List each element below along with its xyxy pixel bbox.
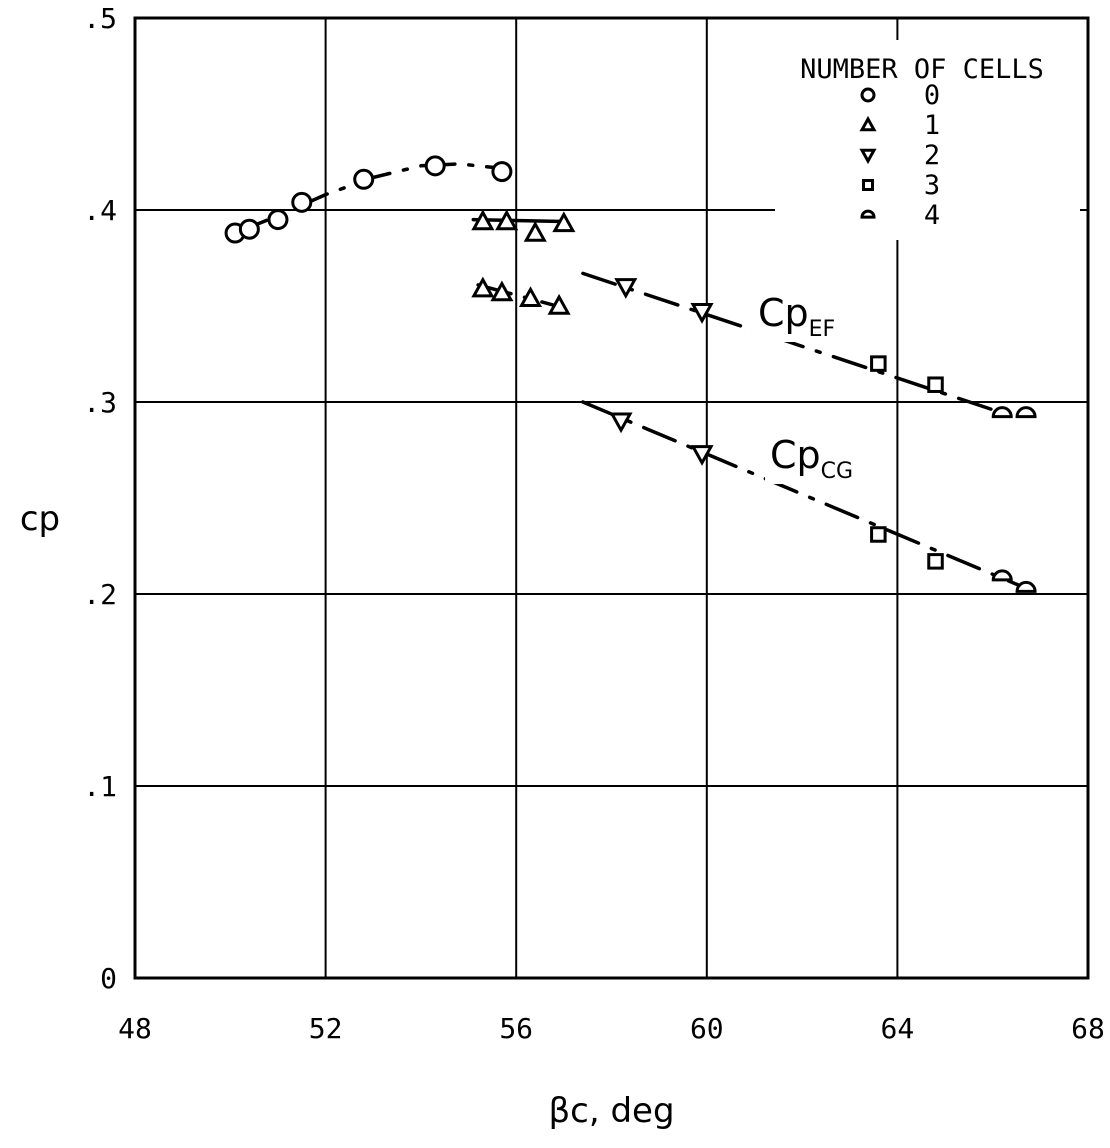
triangle-down-marker (690, 303, 714, 324)
curve-label-ef-background (752, 290, 862, 342)
triangle-up-marker (523, 220, 547, 242)
circle-marker (353, 168, 375, 190)
fair-curve-cg-line (581, 400, 1024, 589)
square-marker (862, 179, 874, 191)
half-circle-marker (991, 569, 1013, 582)
legend-background (775, 40, 1080, 240)
triangle-up-marker (859, 115, 877, 132)
curve-label-ef: CpEF (758, 291, 835, 342)
triangle-down-marker (859, 148, 877, 165)
y-tick-label: .4 (83, 194, 117, 227)
plot-frame (133, 16, 1090, 980)
triangle-up-marker (547, 293, 571, 315)
legend-entry-label: 2 (924, 140, 940, 171)
curve-label-cg-name: Cp (770, 433, 821, 477)
circle-marker (238, 218, 260, 240)
square-marker (870, 355, 887, 372)
triangle-up-marker (495, 209, 519, 231)
x-tick-label: 64 (881, 1012, 915, 1045)
triangle-up-marker (552, 211, 576, 233)
x-tick-labels: 48 52 56 60 64 68 (118, 1012, 1105, 1045)
half-circle-marker (991, 406, 1013, 419)
triangle-down-marker (614, 278, 638, 299)
triangle-up-marker (490, 280, 514, 302)
x-axis-label: βc, deg (548, 1091, 674, 1131)
y-tick-labels: 0 .1 .2 .3 .4 .5 (83, 2, 117, 995)
legend-entry: 2 (859, 140, 940, 171)
half-circle-marker (860, 209, 876, 219)
y-tick-label: .2 (83, 578, 117, 611)
curve-label-ef-name: Cp (758, 291, 809, 335)
legend-entry: 0 (860, 80, 940, 111)
curve-labels: CpEF CpCG (752, 290, 875, 484)
legend-title: NUMBER OF CELLS (800, 54, 1044, 85)
legend-entry: 1 (859, 110, 940, 141)
half-circle-marker (1015, 406, 1037, 419)
y-axis-label: cp (20, 499, 60, 539)
half-circle-marker (1015, 580, 1037, 593)
fair-curve-ef-line (476, 283, 566, 310)
y-tick-label: .3 (83, 386, 117, 419)
legend-entry-label: 1 (924, 110, 940, 141)
legend-entry-label: 0 (924, 80, 940, 111)
legend-entry: 4 (860, 200, 940, 231)
circle-marker (491, 161, 513, 183)
triangle-down-marker (609, 412, 633, 434)
triangle-up-marker (471, 276, 495, 298)
curve-label-cg-background (765, 432, 875, 484)
x-tick-label: 68 (1071, 1012, 1105, 1045)
triangle-down-marker (690, 445, 714, 466)
legend-entry-label: 3 (924, 170, 940, 201)
x-tick-label: 48 (118, 1012, 152, 1045)
circle-marker (424, 155, 446, 177)
square-marker (927, 376, 944, 393)
circle-marker (267, 209, 289, 231)
data-points (224, 155, 1037, 593)
legend-entry-label: 4 (924, 200, 940, 231)
curve-label-ef-subscript: EF (809, 317, 836, 342)
curve-label-cg: CpCG (770, 433, 853, 484)
curve-label-cg-subscript: CG (821, 459, 853, 484)
y-tick-label: 0 (100, 962, 117, 995)
y-tick-label: .5 (83, 2, 117, 35)
square-marker (870, 526, 887, 543)
square-marker (927, 553, 944, 570)
triangle-up-marker (518, 286, 543, 308)
circle-marker (860, 87, 876, 103)
x-tick-label: 52 (309, 1012, 343, 1045)
triangle-up-marker (471, 209, 495, 231)
circle-marker (291, 191, 313, 213)
legend-entry: 3 (862, 170, 940, 201)
x-tick-label: 56 (499, 1012, 533, 1045)
y-tick-label: .1 (83, 770, 117, 803)
x-tick-label: 60 (690, 1012, 724, 1045)
